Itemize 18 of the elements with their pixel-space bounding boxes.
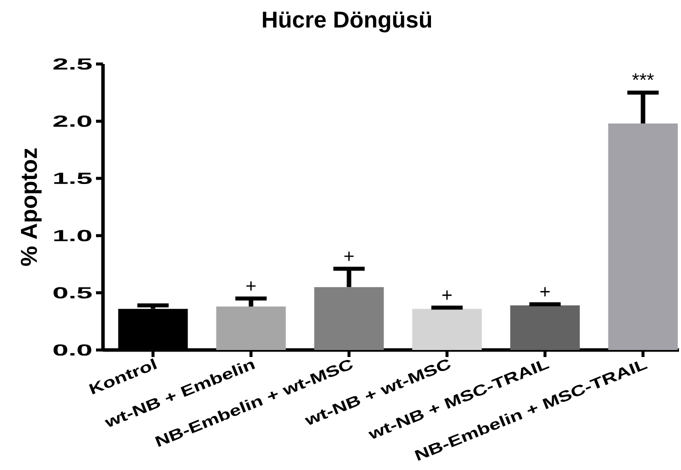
y-tick-label: 0.5 — [54, 287, 92, 298]
y-tick-label: 0.0 — [54, 344, 92, 356]
bar — [510, 305, 580, 350]
bar — [314, 287, 384, 350]
annotation: *** — [632, 73, 654, 80]
annotation: + — [246, 281, 256, 291]
bar — [216, 306, 286, 350]
y-tick-label: 1.5 — [54, 172, 92, 184]
annotation: + — [540, 287, 550, 296]
bar — [412, 308, 482, 350]
y-tick-label: 2.5 — [53, 58, 92, 70]
bar — [608, 123, 678, 350]
y-tick-label: 2.0 — [53, 116, 92, 127]
annotation: + — [442, 290, 452, 300]
y-tick-label: 1.0 — [54, 230, 92, 242]
y-axis-title: % Apoptoz — [20, 148, 42, 266]
annotation: + — [344, 252, 354, 261]
chart-title: Hücre Döngüsü — [262, 12, 432, 32]
